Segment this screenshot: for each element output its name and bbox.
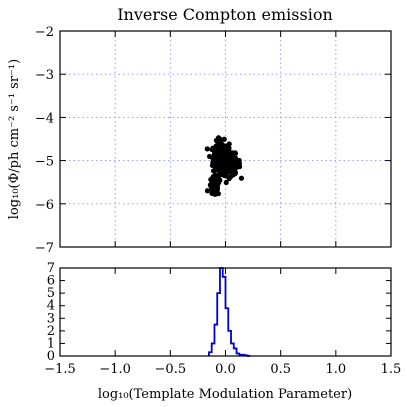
histogram-line (208, 267, 251, 357)
scatter-point (213, 137, 220, 144)
chart-title: Inverse Compton emission (117, 5, 333, 24)
y-tick-label: −4 (35, 111, 54, 126)
top-grid (60, 31, 391, 247)
y-tick-label: −2 (35, 25, 54, 40)
scatter-point (210, 178, 216, 184)
scatter-point (216, 167, 223, 173)
x-tick-label: −1.0 (99, 362, 131, 377)
scatter-point (233, 161, 239, 167)
scatter-point (238, 175, 245, 181)
y-tick-label: 7 (47, 261, 55, 276)
y-tick-label: 2 (47, 324, 55, 339)
y-tick-label: 6 (47, 274, 55, 289)
scatter-point (225, 158, 231, 164)
x-tick-label: 0.5 (270, 362, 291, 377)
top-plot-frame (59, 30, 392, 248)
y-tick-label: −5 (35, 155, 54, 170)
y-tick-label: −7 (35, 241, 54, 256)
scatter-point (226, 145, 232, 151)
y-tick-label: 1 (47, 336, 55, 351)
scatter-point (232, 165, 239, 171)
scatter-point (223, 179, 229, 186)
scatter-point (218, 137, 224, 143)
y-tick-label: 4 (47, 299, 55, 314)
x-tick-label: 1.5 (381, 362, 402, 377)
bottom-plot-frame (59, 267, 392, 357)
x-tick-label: 0.0 (215, 362, 236, 377)
y-tick-label: −6 (35, 198, 54, 213)
scatter-point (209, 188, 216, 194)
y-tick-label: 0 (47, 349, 55, 364)
scatter-point (233, 155, 239, 161)
scatter-point (227, 163, 233, 169)
y-tick-label: 3 (47, 311, 55, 326)
x-tick-label: −1.5 (44, 362, 76, 377)
top-ticks: −2 −3 −4 −5 −6 −7 (35, 25, 392, 256)
scatter-point (218, 162, 224, 168)
scatter-point (212, 172, 218, 178)
scatter-point (232, 170, 238, 177)
y-axis-label: log₁₀(Φ/ph cm⁻² s⁻¹ sr⁻¹) (7, 59, 22, 219)
scatter-point (206, 153, 213, 160)
scatter-point (204, 188, 211, 194)
scatter-point (226, 141, 232, 147)
scatter-point (211, 146, 217, 152)
scatter-point (215, 146, 221, 152)
y-tick-label: −3 (35, 68, 54, 83)
top-points (204, 135, 245, 197)
x-tick-label: −0.5 (155, 362, 187, 377)
y-tick-label: 5 (47, 286, 55, 301)
scatter-point (215, 155, 221, 161)
scatter-point (210, 159, 216, 165)
x-tick-label: 1.0 (325, 362, 346, 377)
x-axis-label: log₁₀(Template Modulation Parameter) (98, 387, 352, 402)
scatter-point (222, 165, 229, 171)
scatter-point (204, 146, 210, 152)
